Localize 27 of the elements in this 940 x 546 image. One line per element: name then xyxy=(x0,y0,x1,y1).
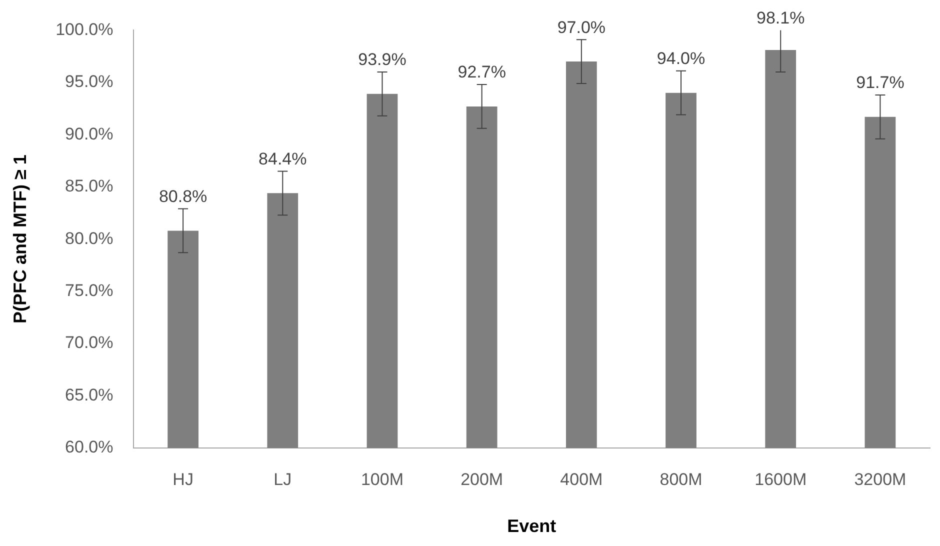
x-tick-label: 400M xyxy=(560,470,603,489)
x-tick-label: 200M xyxy=(460,470,504,489)
data-label: 97.0% xyxy=(557,18,606,37)
y-tick-label: 95.0% xyxy=(65,72,114,92)
x-tick-label: 3200M xyxy=(854,470,906,489)
data-label: 98.1% xyxy=(756,8,805,28)
data-label: 84.4% xyxy=(258,149,307,168)
y-tick-label: 90.0% xyxy=(65,124,114,144)
data-label: 92.7% xyxy=(458,62,506,82)
y-tick-label: 70.0% xyxy=(65,333,114,352)
x-tick-label: 100M xyxy=(360,470,404,489)
data-label: 91.7% xyxy=(856,73,904,92)
y-axis-title: P(PFC and MTF) ≥ 1 xyxy=(10,154,30,324)
x-tick-label: 1600M xyxy=(754,470,807,489)
x-axis-title: Event xyxy=(507,516,556,536)
x-tick-label: LJ xyxy=(274,470,292,489)
y-tick-label: 80.0% xyxy=(65,228,114,248)
data-label: 80.8% xyxy=(158,186,208,206)
y-tick-label: 75.0% xyxy=(65,281,114,300)
x-tick-label: 800M xyxy=(660,470,702,489)
x-tick-label: HJ xyxy=(172,470,194,489)
y-tick-label: 60.0% xyxy=(65,438,114,457)
y-tick-label: 65.0% xyxy=(65,385,114,404)
data-label: 93.9% xyxy=(358,50,406,70)
data-label: 94.0% xyxy=(656,49,706,68)
y-tick-label: 100.0% xyxy=(56,20,114,39)
y-tick-label: 85.0% xyxy=(65,176,114,196)
